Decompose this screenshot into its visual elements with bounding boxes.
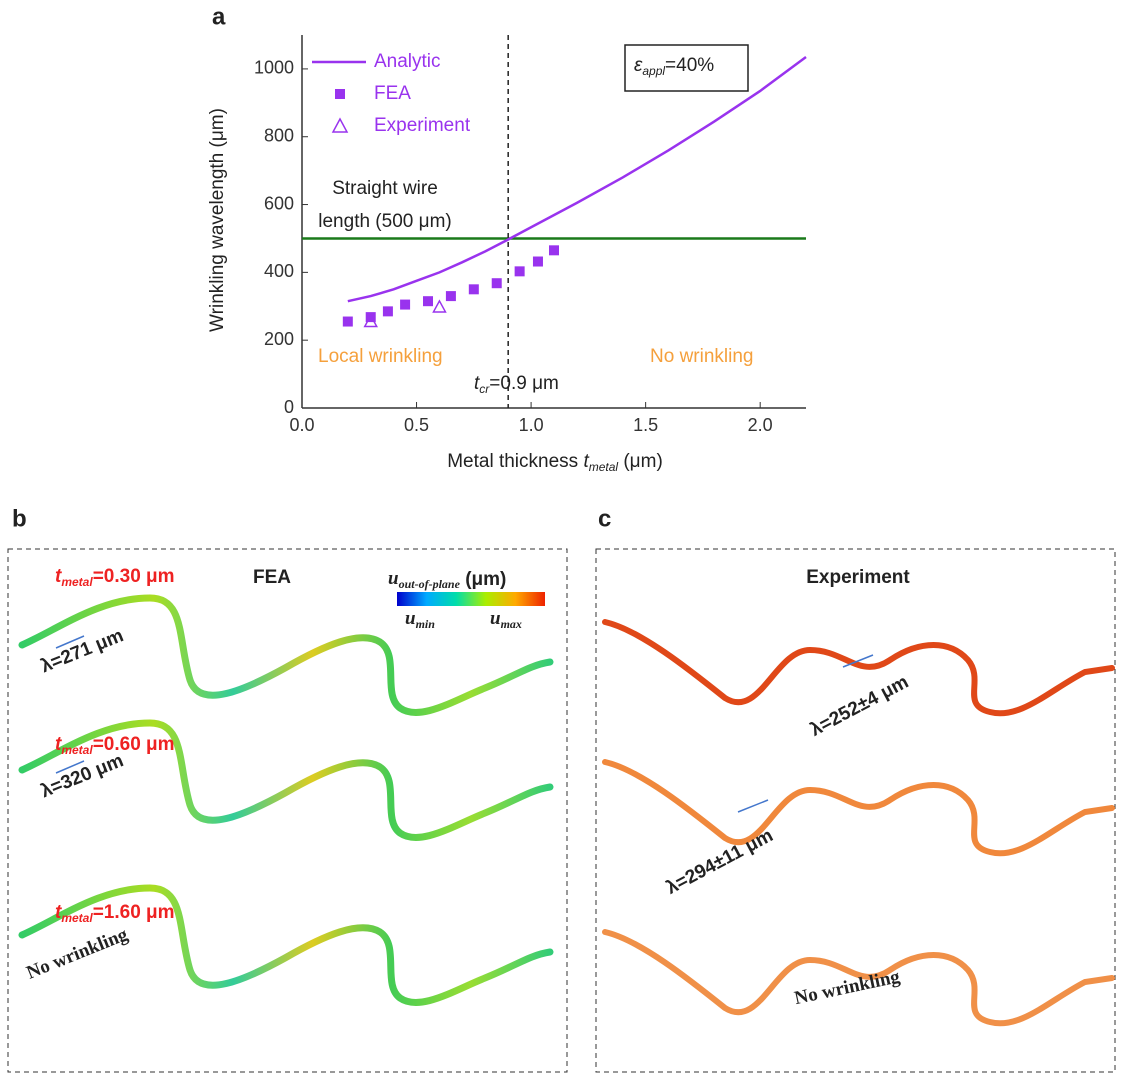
thickness-label: tmetal=0.30 μm (55, 566, 175, 589)
marker (515, 266, 525, 276)
wavelength-label: λ=252±4 μm (807, 672, 912, 741)
x-axis-label: Metal thickness tmetal (μm) (447, 451, 663, 474)
panel-c-wires (605, 622, 1112, 1023)
annotation: length (500 μm) (318, 211, 451, 232)
panel-label: c (598, 505, 611, 532)
legend-label: FEA (374, 83, 411, 104)
colorbar-min: umin (405, 608, 435, 630)
colorbar-max: umax (490, 608, 522, 630)
annotation: tcr=0.9 μm (474, 373, 559, 396)
colorbar-title: uout-of-plane (μm) (388, 568, 506, 590)
legend-symbol (335, 89, 345, 99)
strain-part: =40% (665, 55, 714, 76)
x-axis-label-part: metal (589, 460, 619, 474)
x-axis-label-part: (μm) (618, 451, 663, 472)
thickness-part: metal (61, 743, 93, 757)
wire (605, 762, 1112, 853)
note: No wrinkling (24, 924, 132, 984)
y-tick-label: 400 (264, 261, 294, 281)
thickness-part: metal (61, 911, 93, 925)
y-tick-label: 0 (284, 397, 294, 417)
colorbar-part: out-of-plane (399, 577, 461, 591)
y-axis-label: Wrinkling wavelength (μm) (207, 108, 228, 332)
x-tick-label: 2.0 (748, 415, 773, 435)
thickness-part: =1.60 μm (93, 902, 175, 923)
y-tick-label: 600 (264, 193, 294, 213)
y-tick-label: 200 (264, 329, 294, 349)
legend-label: Analytic (374, 51, 441, 72)
x-tick-label: 1.5 (633, 415, 658, 435)
panel-title: FEA (253, 567, 291, 588)
marker (533, 257, 543, 267)
colorbar-part: max (501, 617, 522, 631)
panel-title: Experiment (806, 567, 910, 588)
figure: a Wrinkling wavelength (μm) Metal thickn… (0, 0, 1121, 1077)
legend-symbol (333, 119, 347, 132)
thickness-part: =0.60 μm (93, 734, 175, 755)
annotation: Straight wire (332, 178, 438, 199)
x-tick-label: 0.5 (404, 415, 429, 435)
panel-label: a (212, 3, 226, 30)
wavelength-arrow (738, 800, 768, 812)
annotation-part: =0.9 μm (489, 373, 559, 394)
y-tick-label: 1000 (254, 58, 294, 78)
colorbar-part: (μm) (460, 569, 506, 590)
marker (492, 278, 502, 288)
annotation: No wrinkling (650, 346, 753, 367)
marker (446, 291, 456, 301)
annotation: Local wrinkling (318, 346, 443, 367)
colorbar-part: min (416, 617, 436, 631)
colorbar (397, 592, 545, 606)
marker (383, 306, 393, 316)
legend-label: Experiment (374, 115, 471, 136)
colorbar-part: u (490, 608, 501, 629)
y-tick-label: 800 (264, 125, 294, 145)
marker (423, 296, 433, 306)
x-tick-label: 0.0 (289, 415, 314, 435)
x-tick-label: 1.0 (519, 415, 544, 435)
marker (549, 245, 559, 255)
wire (22, 598, 550, 713)
strain-part: appl (642, 64, 665, 78)
thickness-part: metal (61, 575, 93, 589)
marker (469, 284, 479, 294)
colorbar-part: u (405, 608, 416, 629)
x-axis-label-part: Metal thickness (447, 451, 583, 472)
marker (433, 301, 445, 312)
marker (400, 300, 410, 310)
colorbar-part: u (388, 568, 399, 589)
thickness-part: =0.30 μm (93, 566, 175, 587)
marker (343, 317, 353, 327)
panel-label: b (12, 505, 27, 532)
